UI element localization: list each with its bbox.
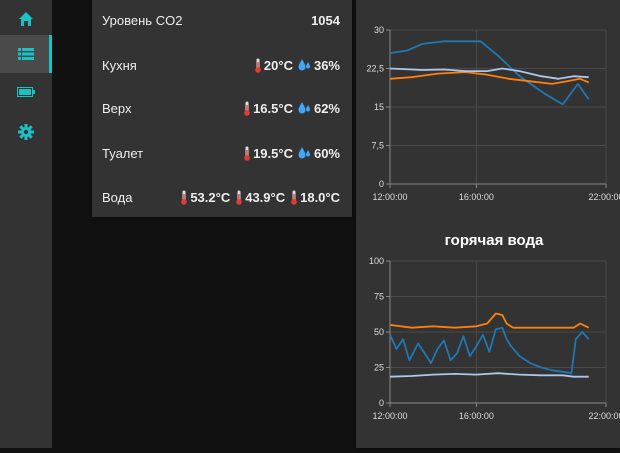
x-tick-label: 16:00:00 <box>459 411 494 421</box>
water-label: Вода <box>102 189 133 205</box>
y-tick-label: 0 <box>379 398 384 408</box>
y-tick-label: 100 <box>369 256 384 266</box>
nav-settings[interactable] <box>0 113 52 151</box>
series-line-orange <box>389 71 590 85</box>
x-tick-label: 12:00:00 <box>372 411 407 421</box>
upstairs-label: Верх <box>102 100 132 116</box>
nav-list[interactable] <box>0 35 52 73</box>
series-line-light <box>389 372 589 378</box>
water-temp-1: 53.2°C <box>190 189 231 205</box>
humidity-icon <box>298 59 310 71</box>
co2-label: Уровень CO2 <box>102 12 183 28</box>
water-row: Вода 53.2°C 43.9°C 18.0°C <box>102 187 340 207</box>
nav-battery[interactable] <box>0 73 52 111</box>
thermometer-icon <box>236 190 243 205</box>
humidity-icon <box>298 147 310 159</box>
toilet-label: Туалет <box>102 145 144 161</box>
chart-title: горячая вода <box>445 232 544 249</box>
y-tick-label: 50 <box>374 327 384 337</box>
y-tick-label: 22,5 <box>366 64 384 74</box>
series-line-orange <box>389 312 590 329</box>
x-tick-label: 22:00:00 <box>588 411 620 421</box>
x-tick-label: 22:00:00 <box>588 192 620 202</box>
y-tick-label: 75 <box>374 292 384 302</box>
upstairs-temp: 16.5°C <box>253 100 293 116</box>
upstairs-row: Верх 16.5°C 62% <box>102 98 340 118</box>
y-tick-label: 0 <box>379 179 384 189</box>
water-temp-2: 43.9°C <box>245 189 286 205</box>
co2-row: Уровень CO2 1054 <box>102 10 340 30</box>
y-tick-label: 7,5 <box>371 141 384 151</box>
series-line-blue <box>389 40 590 106</box>
sidebar <box>0 0 52 448</box>
kitchen-humidity: 36% <box>313 57 340 73</box>
thermometer-icon <box>244 101 250 116</box>
thermometer-icon <box>291 190 297 205</box>
kitchen-temp: 20°C <box>263 57 293 73</box>
y-tick-label: 15 <box>374 102 384 112</box>
humidity-icon <box>298 102 310 114</box>
series-line-light <box>389 67 589 80</box>
series-line-blue <box>389 326 590 375</box>
kitchen-row: Кухня 20°C 36% <box>102 55 340 75</box>
sensor-card: Уровень CO2 1054 Кухня 20°C 36% Верх 16.… <box>92 0 352 217</box>
x-tick-label: 16:00:00 <box>459 192 494 202</box>
nav-home[interactable] <box>0 0 52 38</box>
y-tick-label: 25 <box>374 363 384 373</box>
battery-icon <box>17 87 35 97</box>
gear-icon <box>18 124 34 140</box>
x-tick-label: 12:00:00 <box>372 192 407 202</box>
upstairs-humidity: 62% <box>313 100 340 116</box>
toilet-row: Туалет 19.5°C 60% <box>102 143 340 163</box>
charts-canvas: 0 7,5 15 22,5 30 12:00:00 16:00:00 22:00:00 горя… <box>366 25 620 421</box>
thermometer-icon <box>244 146 250 161</box>
toilet-temp: 19.5°C <box>253 145 293 161</box>
home-icon <box>19 12 33 26</box>
kitchen-label: Кухня <box>102 57 137 73</box>
thermometer-icon <box>255 58 261 73</box>
thermometer-icon <box>181 190 188 205</box>
list-icon <box>18 48 34 60</box>
water-temp-3: 18.0°C <box>300 189 340 205</box>
toilet-humidity: 60% <box>313 145 340 161</box>
y-tick-label: 30 <box>374 25 384 35</box>
co2-value: 1054 <box>311 12 340 28</box>
chart-card: 0 7,5 15 22,5 30 12:00:00 16:00:00 22:00:00 горя… <box>356 0 620 448</box>
